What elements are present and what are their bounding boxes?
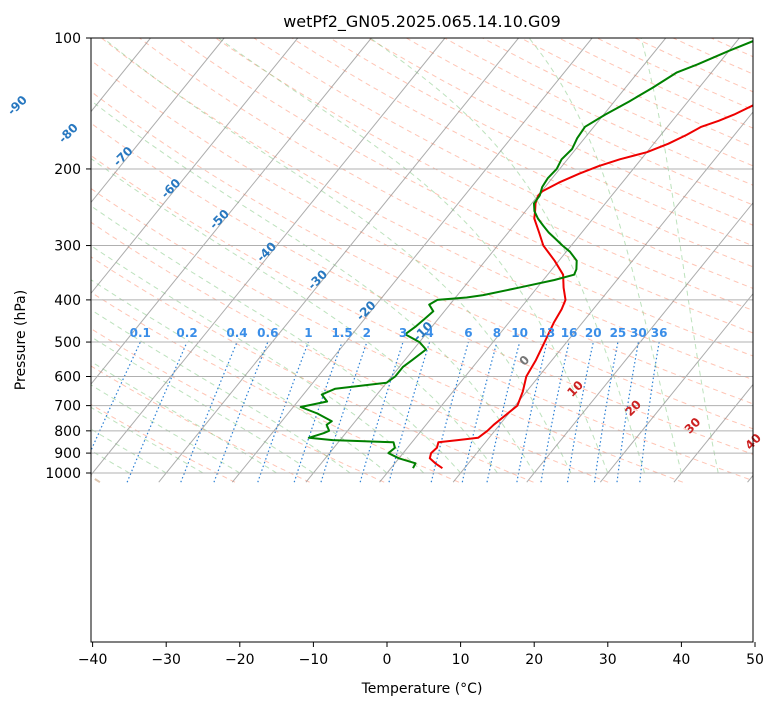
mixing-ratio-label: 0.6 bbox=[257, 326, 278, 340]
mixing-ratio-line bbox=[293, 341, 343, 483]
moist-adiabat bbox=[91, 309, 351, 474]
dry-adiabat bbox=[91, 221, 609, 483]
mixing-ratio-line bbox=[388, 341, 431, 483]
moist-adiabat bbox=[102, 38, 572, 474]
mixing-ratio-line bbox=[180, 341, 238, 483]
moist-adiabat bbox=[91, 336, 314, 474]
y-tick-label: 200 bbox=[54, 162, 81, 178]
moist-adiabat bbox=[369, 38, 646, 474]
mixing-ratio-label: 0.2 bbox=[176, 326, 197, 340]
x-tick-label: 20 bbox=[525, 652, 543, 668]
mixing-ratio-line bbox=[257, 341, 309, 483]
y-axis: 100 200 300 400 500 600 700 800 900 1000 bbox=[45, 31, 91, 482]
mixing-ratio-label: 6 bbox=[464, 326, 472, 340]
temperature-line bbox=[428, 104, 753, 470]
dry-adiabat bbox=[367, 38, 753, 226]
moist-adiabat bbox=[91, 361, 277, 474]
chart-title: wetPf2_GN05.2025.065.14.10.G09 bbox=[283, 12, 561, 32]
mixing-ratio-line bbox=[213, 341, 269, 483]
mixing-ratio-label: 2 bbox=[363, 326, 371, 340]
isotherm bbox=[673, 383, 753, 483]
isotherm bbox=[158, 38, 519, 483]
y-tick-label: 600 bbox=[54, 369, 81, 385]
y-tick-label: 800 bbox=[54, 424, 81, 440]
x-tick-label: 0 bbox=[383, 652, 392, 668]
dewpoint-line bbox=[299, 40, 753, 469]
moist-adiabat bbox=[91, 157, 498, 474]
isotherm bbox=[526, 202, 753, 483]
isotherm bbox=[91, 38, 299, 295]
x-tick-label: 40 bbox=[672, 652, 690, 668]
isotherm bbox=[91, 38, 225, 204]
y-tick-label: 1000 bbox=[45, 466, 81, 482]
grid bbox=[91, 38, 753, 483]
mixing-ratio-label: 8 bbox=[493, 326, 501, 340]
x-tick-label: 10 bbox=[452, 652, 470, 668]
y-tick-label: 700 bbox=[54, 399, 81, 415]
series-layer bbox=[299, 40, 753, 470]
moist-adiabat bbox=[218, 38, 609, 474]
dry-adiabat bbox=[91, 291, 460, 483]
moist-adiabat bbox=[640, 38, 719, 474]
mixing-ratio-label: 10 bbox=[511, 326, 528, 340]
dry-adiabat bbox=[91, 90, 753, 430]
moist-adiabat bbox=[91, 279, 388, 474]
y-tick-label: 900 bbox=[54, 446, 81, 462]
mixing-ratio-line bbox=[639, 341, 660, 483]
dry-adiabat bbox=[101, 38, 753, 381]
y-tick-label: 400 bbox=[54, 293, 81, 309]
isotherm bbox=[91, 38, 446, 476]
isotherm bbox=[599, 292, 753, 483]
mixing-ratio-label: 4 bbox=[425, 326, 433, 340]
dry-adiabat bbox=[291, 38, 753, 268]
x-tick-label: −40 bbox=[78, 652, 108, 668]
x-tick-label: −30 bbox=[151, 652, 181, 668]
y-axis-label: Pressure (hPa) bbox=[13, 290, 29, 390]
mixing-ratio-line bbox=[320, 341, 368, 483]
moist-adiabat bbox=[528, 38, 682, 474]
mixing-ratio-line bbox=[359, 341, 404, 483]
isotherm bbox=[305, 38, 667, 483]
mixing-ratio-label: 1 bbox=[304, 326, 312, 340]
mixing-ratio-label: 20 bbox=[585, 326, 602, 340]
dry-adiabat bbox=[91, 328, 385, 483]
dry-adiabat bbox=[91, 122, 753, 455]
mixing-ratio-label: 13 bbox=[539, 326, 556, 340]
dry-adiabat bbox=[91, 256, 534, 483]
mixing-ratio-label: 3 bbox=[399, 326, 407, 340]
mixing-ratio-label: 16 bbox=[561, 326, 578, 340]
y-tick-label: 100 bbox=[54, 31, 81, 47]
x-axis: −40 −30 −20 −10 0 10 20 30 40 50 bbox=[78, 642, 764, 668]
dry-adiabat bbox=[91, 403, 236, 483]
mixing-ratio-label: 0.1 bbox=[130, 326, 151, 340]
x-axis-label: Temperature (°C) bbox=[361, 681, 483, 697]
y-tick-label: 300 bbox=[54, 239, 81, 255]
moist-adiabat bbox=[91, 205, 461, 474]
x-tick-label: −20 bbox=[225, 652, 255, 668]
plot-frame bbox=[90, 37, 754, 643]
moist-adiabat bbox=[91, 100, 535, 474]
mixing-ratio-line bbox=[566, 341, 594, 483]
mixing-ratio-label: 25 bbox=[610, 326, 627, 340]
x-tick-label: −10 bbox=[299, 652, 329, 668]
mixing-ratio-label: 36 bbox=[651, 326, 668, 340]
mixing-ratio-label: 30 bbox=[630, 326, 647, 340]
y-tick-label: 500 bbox=[54, 335, 81, 351]
mixing-ratio-label: 0.4 bbox=[226, 326, 247, 340]
x-tick-label: 50 bbox=[746, 652, 764, 668]
mixing-ratio-line bbox=[593, 341, 619, 483]
isotherm bbox=[91, 38, 372, 385]
x-tick-label: 30 bbox=[599, 652, 617, 668]
dry-adiabat bbox=[177, 38, 753, 334]
isotherm bbox=[231, 38, 593, 483]
mixing-ratio-line bbox=[430, 341, 469, 483]
isotherm bbox=[379, 38, 740, 483]
mixing-ratio-label: 1.5 bbox=[331, 326, 352, 340]
mixing-ratio-line bbox=[616, 341, 639, 483]
